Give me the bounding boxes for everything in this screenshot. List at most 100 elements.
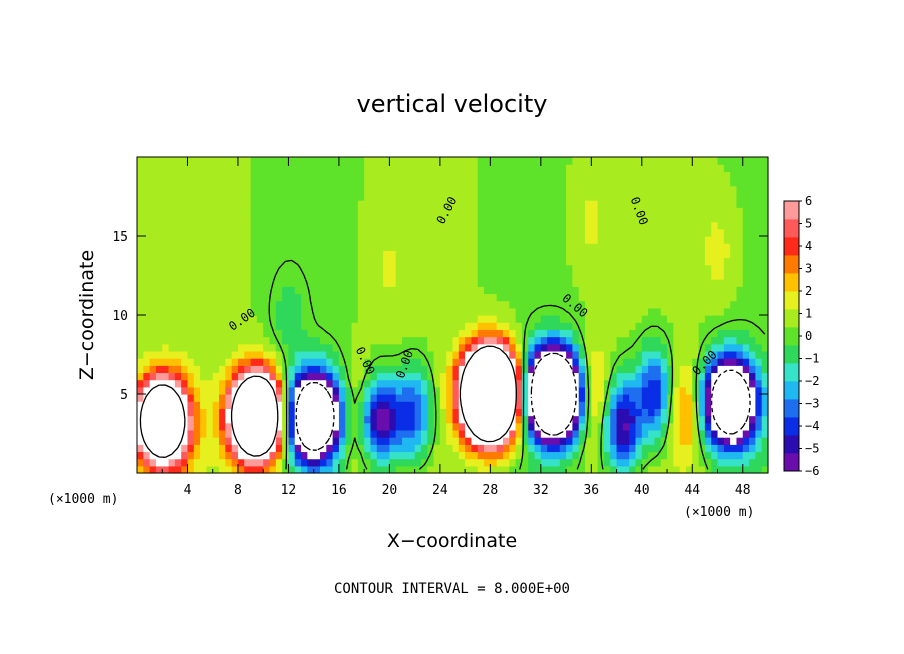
field-cell <box>181 322 189 330</box>
field-cell <box>528 164 536 172</box>
field-cell <box>496 437 504 445</box>
field-cell <box>717 315 725 323</box>
field-cell <box>515 264 523 273</box>
field-cell <box>364 293 372 302</box>
field-cell <box>383 336 390 345</box>
field-cell <box>269 415 277 424</box>
field-cell <box>402 336 409 345</box>
field-cell <box>206 157 214 165</box>
field-cell <box>648 271 656 280</box>
field-cell <box>635 207 643 216</box>
field-cell <box>761 207 769 216</box>
field-cell <box>528 336 536 345</box>
field-cell <box>225 279 233 287</box>
field-cell <box>698 429 706 438</box>
field-cell <box>376 444 384 453</box>
field-cell <box>155 257 163 266</box>
field-cell <box>326 415 334 424</box>
field-cell <box>496 401 504 409</box>
field-cell <box>313 394 321 402</box>
field-cell <box>660 465 668 474</box>
field-cell <box>603 343 611 352</box>
contour-line <box>268 259 766 470</box>
field-cell <box>383 329 390 338</box>
field-cell <box>301 207 308 216</box>
field-cell <box>667 271 674 280</box>
field-cell <box>395 315 403 323</box>
field-cell <box>351 192 359 201</box>
field-cell <box>509 243 517 251</box>
field-cell <box>137 365 144 374</box>
field-cell <box>648 358 656 366</box>
field-cell <box>143 458 151 467</box>
field-cell <box>648 379 656 388</box>
field-cell <box>187 343 195 352</box>
field-cell <box>288 171 296 180</box>
field-cell <box>597 164 605 172</box>
field-cell <box>452 185 460 194</box>
field-cell <box>458 465 466 474</box>
field-cell <box>137 322 144 330</box>
field-cell <box>641 257 649 266</box>
field-cell <box>685 365 693 374</box>
field-cell <box>446 422 454 431</box>
field-cell <box>181 336 189 345</box>
field-cell <box>616 228 624 237</box>
field-cell <box>711 279 719 287</box>
field-cell <box>433 372 441 381</box>
field-cell <box>521 394 529 402</box>
field-cell <box>648 365 656 374</box>
field-cell <box>288 458 296 467</box>
field-cell <box>566 293 573 302</box>
field-cell <box>509 386 517 395</box>
field-cell <box>263 200 271 208</box>
field-cell <box>452 329 460 338</box>
field-cell <box>559 422 567 431</box>
field-cell <box>749 164 756 172</box>
field-cell <box>212 257 220 266</box>
field-cell <box>301 300 308 309</box>
field-cell <box>528 315 536 323</box>
field-cell <box>736 343 744 352</box>
field-cell <box>269 300 277 309</box>
field-cell <box>301 437 308 445</box>
field-cell <box>673 200 681 208</box>
field-cell <box>237 394 245 402</box>
field-cell <box>742 286 750 295</box>
field-cell <box>553 228 561 237</box>
field-cell <box>736 394 744 402</box>
field-cell <box>351 178 359 187</box>
field-cell <box>345 192 353 201</box>
field-cell <box>585 350 592 359</box>
field-cell <box>603 178 611 187</box>
field-cell <box>313 157 321 165</box>
field-cell <box>351 264 359 273</box>
field-cell <box>610 271 618 280</box>
field-cell <box>250 243 258 251</box>
field-cell <box>685 157 693 165</box>
field-cell <box>420 358 428 366</box>
field-cell <box>383 394 390 402</box>
field-cell <box>174 257 182 266</box>
field-cell <box>370 458 378 467</box>
field-cell <box>326 329 334 338</box>
field-cell <box>635 350 643 359</box>
field-cell <box>143 372 151 381</box>
field-cell <box>200 250 208 259</box>
field-cell <box>439 372 447 381</box>
field-cell <box>749 372 756 381</box>
field-cell <box>704 365 712 374</box>
field-cell <box>414 236 422 244</box>
field-cell <box>490 257 498 266</box>
field-cell <box>275 185 283 194</box>
field-cell <box>244 192 252 201</box>
field-cell <box>402 228 409 237</box>
field-cell <box>509 350 517 359</box>
field-cell <box>282 422 290 431</box>
field-cell <box>395 171 403 180</box>
field-cell <box>559 401 567 409</box>
field-cell <box>338 157 346 165</box>
field-cell <box>433 451 441 460</box>
field-cell <box>761 465 769 474</box>
field-cell <box>648 243 656 251</box>
